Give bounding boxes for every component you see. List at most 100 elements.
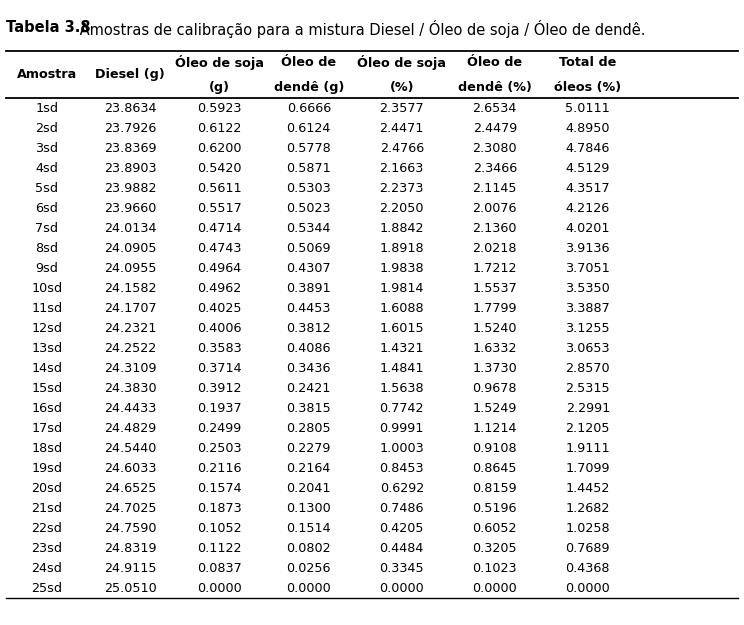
Text: 2.1360: 2.1360 — [472, 222, 517, 234]
Text: 10sd: 10sd — [31, 282, 62, 294]
Text: 5sd: 5sd — [36, 182, 58, 194]
Text: 18sd: 18sd — [31, 442, 62, 454]
Text: 0.0256: 0.0256 — [286, 562, 331, 574]
Text: 0.6052: 0.6052 — [472, 522, 517, 534]
Text: 1.1214: 1.1214 — [472, 422, 517, 434]
Text: 16sd: 16sd — [31, 402, 62, 414]
Text: 0.3812: 0.3812 — [286, 322, 331, 334]
Text: 2.3080: 2.3080 — [472, 142, 517, 154]
Text: 24.7590: 24.7590 — [104, 522, 156, 534]
Text: 3.7051: 3.7051 — [565, 262, 610, 274]
Text: 1.6015: 1.6015 — [379, 322, 424, 334]
Text: 4.0201: 4.0201 — [565, 222, 610, 234]
Text: 2.1663: 2.1663 — [379, 162, 424, 174]
Text: 0.3912: 0.3912 — [197, 382, 242, 394]
Text: 0.5420: 0.5420 — [197, 162, 242, 174]
Text: 0.6292: 0.6292 — [379, 482, 424, 494]
Text: 0.6200: 0.6200 — [197, 142, 242, 154]
Text: 0.5923: 0.5923 — [197, 102, 242, 114]
Text: 0.5023: 0.5023 — [286, 202, 331, 214]
Text: 14sd: 14sd — [31, 362, 62, 374]
Text: 1.4321: 1.4321 — [379, 342, 424, 354]
Text: 0.1873: 0.1873 — [197, 502, 242, 514]
Text: 1.2682: 1.2682 — [565, 502, 610, 514]
Text: 23.8369: 23.8369 — [104, 142, 156, 154]
Text: 24.6033: 24.6033 — [104, 462, 156, 474]
Text: 0.0000: 0.0000 — [197, 582, 242, 594]
Text: Óleo de: Óleo de — [467, 56, 522, 69]
Text: 2.3577: 2.3577 — [379, 102, 424, 114]
Text: 0.1937: 0.1937 — [197, 402, 242, 414]
Text: 0.1052: 0.1052 — [197, 522, 242, 534]
Text: 0.0000: 0.0000 — [379, 582, 424, 594]
Text: 25.0510: 25.0510 — [104, 582, 156, 594]
Text: 24.9115: 24.9115 — [104, 562, 156, 574]
Text: 2.1145: 2.1145 — [472, 182, 517, 194]
Text: 0.0000: 0.0000 — [286, 582, 331, 594]
Text: óleos (%): óleos (%) — [554, 81, 621, 94]
Text: 0.5303: 0.5303 — [286, 182, 331, 194]
Text: 23.8903: 23.8903 — [104, 162, 156, 174]
Text: 3.9136: 3.9136 — [565, 242, 610, 254]
Text: 0.1574: 0.1574 — [197, 482, 242, 494]
Text: 22sd: 22sd — [31, 522, 62, 534]
Text: 0.5611: 0.5611 — [197, 182, 242, 194]
Text: 0.2279: 0.2279 — [286, 442, 331, 454]
Text: 0.3714: 0.3714 — [197, 362, 242, 374]
Text: 1.4452: 1.4452 — [565, 482, 610, 494]
Text: 0.1514: 0.1514 — [286, 522, 331, 534]
Text: 0.3436: 0.3436 — [286, 362, 331, 374]
Text: 2.4479: 2.4479 — [472, 122, 517, 134]
Text: 0.4307: 0.4307 — [286, 262, 331, 274]
Text: 1.0003: 1.0003 — [379, 442, 424, 454]
Text: 1.7212: 1.7212 — [472, 262, 517, 274]
Text: 7sd: 7sd — [36, 222, 58, 234]
Text: 0.4086: 0.4086 — [286, 342, 331, 354]
Text: 2.1205: 2.1205 — [565, 422, 610, 434]
Text: 0.1023: 0.1023 — [472, 562, 517, 574]
Text: 0.7689: 0.7689 — [565, 542, 610, 554]
Text: 3.0653: 3.0653 — [565, 342, 610, 354]
Text: (%): (%) — [390, 81, 414, 94]
Text: 4.7846: 4.7846 — [565, 142, 610, 154]
Text: 4.8950: 4.8950 — [565, 122, 610, 134]
Text: 15sd: 15sd — [31, 382, 62, 394]
Text: Óleo de: Óleo de — [281, 56, 336, 69]
Text: 0.5517: 0.5517 — [197, 202, 242, 214]
Text: 2.8570: 2.8570 — [565, 362, 610, 374]
Text: 23.9882: 23.9882 — [104, 182, 156, 194]
Text: 24.4829: 24.4829 — [104, 422, 156, 434]
Text: 24.0134: 24.0134 — [104, 222, 156, 234]
Text: 0.5344: 0.5344 — [286, 222, 331, 234]
Text: 2.2050: 2.2050 — [379, 202, 424, 214]
Text: 19sd: 19sd — [31, 462, 62, 474]
Text: 0.4743: 0.4743 — [197, 242, 242, 254]
Text: 0.1300: 0.1300 — [286, 502, 331, 514]
Text: 0.6124: 0.6124 — [286, 122, 331, 134]
Text: 21sd: 21sd — [31, 502, 62, 514]
Text: 0.2503: 0.2503 — [197, 442, 242, 454]
Text: 0.4006: 0.4006 — [197, 322, 242, 334]
Text: 24.1582: 24.1582 — [104, 282, 156, 294]
Text: 0.1122: 0.1122 — [197, 542, 242, 554]
Text: 8sd: 8sd — [36, 242, 58, 254]
Text: 0.4025: 0.4025 — [197, 302, 242, 314]
Text: Diesel (g): Diesel (g) — [95, 68, 165, 81]
Text: 3sd: 3sd — [36, 142, 58, 154]
Text: Amostras de calibração para a mistura Diesel / Óleo de soja / Óleo de dendê.: Amostras de calibração para a mistura Di… — [75, 20, 646, 38]
Text: 2.3466: 2.3466 — [472, 162, 517, 174]
Text: 6sd: 6sd — [36, 202, 58, 214]
Text: 0.7742: 0.7742 — [379, 402, 424, 414]
Text: 1.0258: 1.0258 — [565, 522, 610, 534]
Text: 0.0802: 0.0802 — [286, 542, 331, 554]
Text: 0.2164: 0.2164 — [286, 462, 331, 474]
Text: 13sd: 13sd — [31, 342, 62, 354]
Text: 0.7486: 0.7486 — [379, 502, 424, 514]
Text: 1.3730: 1.3730 — [472, 362, 517, 374]
Text: 0.2041: 0.2041 — [286, 482, 331, 494]
Text: 0.2116: 0.2116 — [197, 462, 242, 474]
Text: 24.0955: 24.0955 — [104, 262, 156, 274]
Text: 24.0905: 24.0905 — [104, 242, 156, 254]
Text: 23sd: 23sd — [31, 542, 62, 554]
Text: 0.4453: 0.4453 — [286, 302, 331, 314]
